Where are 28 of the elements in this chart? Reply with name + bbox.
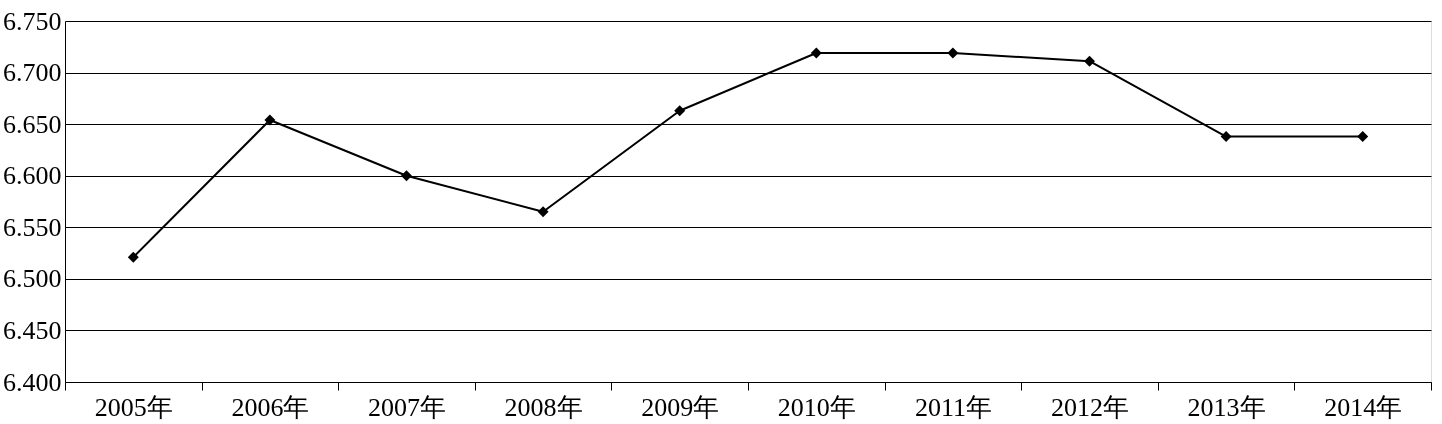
point <box>127 251 139 263</box>
x-tick-label: 2011年 <box>914 392 992 422</box>
x-tick-label: 2010年 <box>777 392 856 422</box>
point <box>947 47 959 59</box>
x-tick-label: 2012年 <box>1051 392 1129 422</box>
x-tick-label: 2006年 <box>231 392 310 422</box>
x-tick-label: 2009年 <box>641 392 720 422</box>
x-tick-label: 2007年 <box>368 392 446 422</box>
x-tick-label: 2014年 <box>1324 392 1403 422</box>
y-tick-label: 6.700 <box>3 58 62 88</box>
point <box>264 114 276 126</box>
point <box>674 105 686 117</box>
point <box>1220 131 1232 142</box>
y-tick-label: 6.400 <box>3 367 62 397</box>
y-tick-label: 6.650 <box>3 109 62 139</box>
y-tick-label: 6.450 <box>3 315 62 345</box>
y-tick-label: 6.500 <box>3 264 62 294</box>
x-tick-label: 2013年 <box>1187 392 1266 422</box>
y-tick-label: 6.750 <box>3 6 62 36</box>
point <box>537 206 549 218</box>
x-tick-label: 2008年 <box>504 392 583 422</box>
x-tick-label: 2005年 <box>94 392 173 422</box>
point <box>1357 131 1369 142</box>
y-tick-label: 6.550 <box>3 212 62 242</box>
point <box>401 170 412 182</box>
point <box>1084 55 1095 67</box>
y-tick-label: 6.600 <box>3 161 62 191</box>
point <box>810 47 822 59</box>
